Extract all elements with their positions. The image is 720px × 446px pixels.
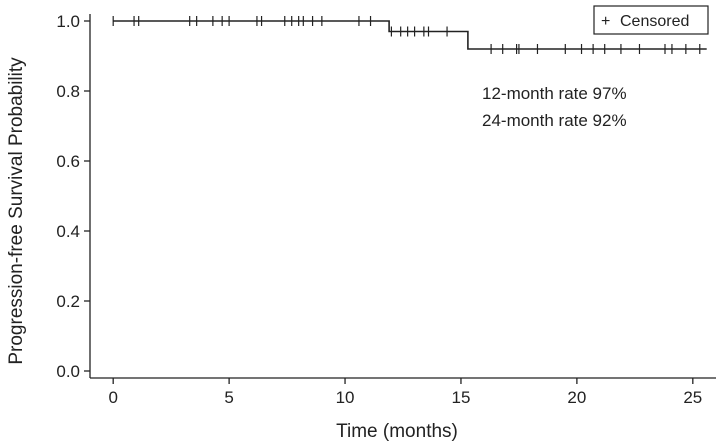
x-tick-label: 10	[336, 388, 355, 407]
x-tick-label: 25	[683, 388, 702, 407]
legend-box	[593, 5, 709, 35]
y-tick-label: 0.2	[56, 292, 80, 311]
legend: + Censored	[593, 5, 709, 35]
x-tick-label: 5	[224, 388, 233, 407]
y-tick-label: 0.4	[56, 222, 80, 241]
annotation-24-month: 24-month rate 92%	[482, 111, 627, 130]
x-tick-label: 0	[108, 388, 117, 407]
y-tick-label: 0.8	[56, 82, 80, 101]
km-step-line	[113, 20, 707, 50]
x-axis-title: Time (months)	[336, 421, 458, 442]
y-tick-label: 0.6	[56, 152, 80, 171]
x-tick-label: 15	[452, 388, 471, 407]
axes: 0.0 0.2 0.4 0.6 0.8 1.0 0 5 10 15 20 25	[56, 12, 716, 407]
x-tick-label: 20	[567, 388, 586, 407]
y-tick-label: 0.0	[56, 362, 80, 381]
annotation-12-month: 12-month rate 97%	[482, 84, 627, 103]
y-axis-title: Progression-free Survival Probability	[6, 57, 27, 365]
legend-marker: +	[601, 13, 610, 30]
y-tick-label: 1.0	[56, 12, 80, 31]
legend-label: Censored	[620, 13, 689, 30]
